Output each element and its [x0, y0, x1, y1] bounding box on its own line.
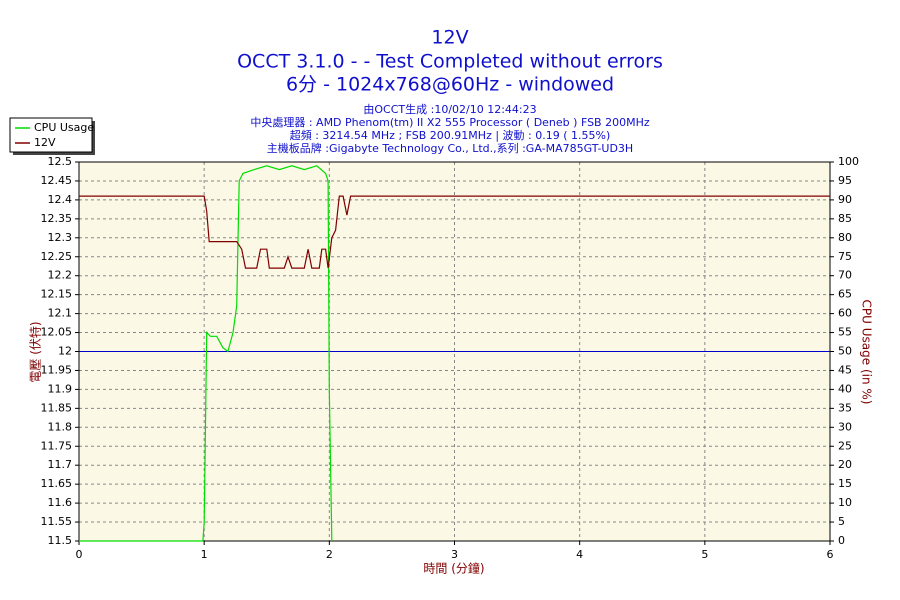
y2-tick-label: 90	[838, 193, 852, 206]
y-tick-label: 12.3	[48, 231, 73, 244]
series-line	[79, 195, 830, 269]
y2-tick-label: 100	[838, 155, 859, 168]
y-axis-label: 電壓 (伏特)	[28, 321, 43, 382]
y-tick-label: 11.5	[48, 534, 73, 547]
y2-axis-label: CPU Usage (in %)	[860, 300, 874, 405]
y2-tick-label: 50	[838, 345, 852, 358]
legend	[9, 117, 93, 153]
y2-tick-label: 75	[838, 250, 852, 263]
y-tick-label: 12.5	[48, 155, 73, 168]
subtitle: 主機板品牌 :Gigabyte Technology Co., Ltd.,系列 …	[267, 141, 633, 155]
y-tick-label: 11.65	[41, 477, 73, 490]
y-tick-label: 12.1	[48, 307, 73, 320]
y2-tick-label: 25	[838, 439, 852, 452]
subtitle: 中央處理器 : AMD Phenom(tm) II X2 555 Process…	[250, 115, 650, 129]
y-tick-label: 12.2	[48, 269, 73, 282]
y-tick-label: 11.55	[41, 515, 73, 528]
y2-tick-label: 0	[838, 534, 845, 547]
y2-tick-label: 20	[838, 458, 852, 471]
y2-tick-label: 40	[838, 382, 852, 395]
y-tick-label: 12.45	[41, 174, 73, 187]
y2-tick-label: 60	[838, 307, 852, 320]
y-tick-label: 12.05	[41, 326, 73, 339]
y-tick-label: 12.15	[41, 288, 73, 301]
y2-tick-label: 65	[838, 288, 852, 301]
x-tick-label: 0	[76, 548, 83, 561]
y-tick-label: 12	[58, 345, 72, 358]
y2-tick-label: 15	[838, 477, 852, 490]
y2-tick-label: 5	[838, 515, 845, 528]
y2-tick-label: 45	[838, 363, 852, 376]
y2-tick-label: 35	[838, 401, 852, 414]
subtitle: 超頻 : 3214.54 MHz ; FSB 200.91MHz | 波動 : …	[290, 128, 611, 142]
x-tick-label: 5	[701, 548, 708, 561]
y-tick-label: 11.85	[41, 401, 73, 414]
y2-tick-label: 80	[838, 231, 852, 244]
y-tick-label: 12.4	[48, 193, 73, 206]
x-tick-label: 3	[451, 548, 458, 561]
x-tick-label: 4	[576, 548, 583, 561]
subtitle: 由OCCT生成 :10/02/10 12:44:23	[363, 102, 536, 116]
y-tick-label: 11.75	[41, 439, 73, 452]
y2-tick-label: 30	[838, 420, 852, 433]
x-axis-label: 時間 (分鐘)	[423, 561, 484, 576]
y2-tick-label: 85	[838, 212, 852, 225]
legend-label: 12V	[34, 136, 56, 149]
y2-tick-label: 70	[838, 269, 852, 282]
chart-title-line: OCCT 3.1.0 - - Test Completed without er…	[237, 51, 663, 73]
y-tick-label: 11.8	[48, 420, 73, 433]
y-tick-label: 11.9	[48, 382, 73, 395]
y-tick-label: 11.6	[48, 496, 73, 509]
y-tick-label: 11.7	[48, 458, 73, 471]
x-tick-label: 2	[326, 548, 333, 561]
x-tick-label: 1	[201, 548, 208, 561]
chart-title: 12V	[431, 27, 468, 49]
series-line	[79, 165, 333, 542]
y-tick-label: 12.25	[41, 250, 73, 263]
chart-title-line: 6分 - 1024x768@60Hz - windowed	[286, 74, 614, 96]
x-tick-label: 6	[827, 548, 834, 561]
legend-label: CPU Usage	[34, 121, 94, 134]
y2-tick-label: 10	[838, 496, 852, 509]
y2-tick-label: 95	[838, 174, 852, 187]
y2-tick-label: 55	[838, 326, 852, 339]
y-tick-label: 12.35	[41, 212, 73, 225]
y-tick-label: 11.95	[41, 363, 73, 376]
